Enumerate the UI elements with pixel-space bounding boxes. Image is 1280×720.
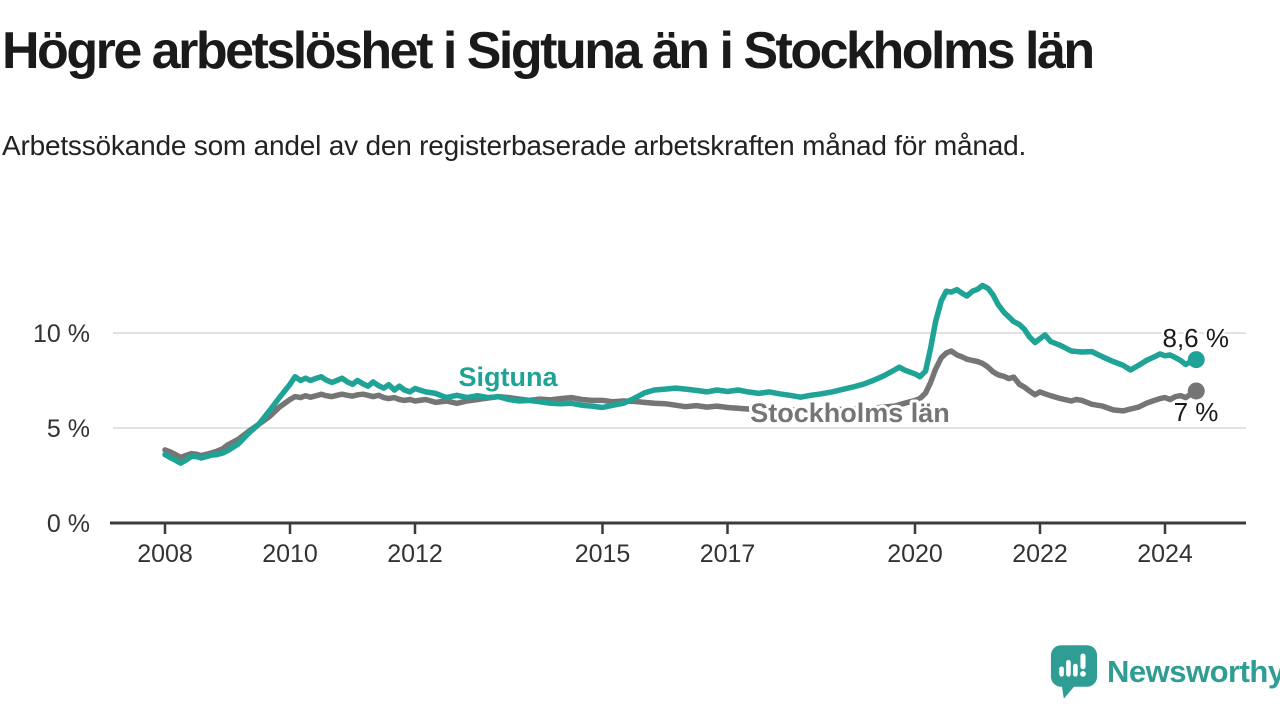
page-title: Högre arbetslöshet i Sigtuna än i Stockh… [2, 22, 1095, 80]
series-label: Stockholms län [750, 398, 950, 428]
y-tick-label: 0 % [47, 510, 90, 538]
logo-bars-icon [1059, 653, 1086, 677]
end-value-label: 7 % [1174, 397, 1219, 427]
x-tick-label: 2010 [262, 540, 318, 568]
x-tick-label: 2020 [887, 540, 943, 568]
x-tick-label: 2008 [137, 540, 193, 568]
newsworthy-logo: Newsworthy [1050, 644, 1280, 700]
x-tick-label: 2017 [700, 540, 756, 568]
series-end-dot [1187, 382, 1205, 400]
brand-name: Newsworthy [1107, 654, 1280, 689]
x-tick-label: 2015 [575, 540, 631, 568]
newsworthy-logo-icon [1050, 645, 1098, 699]
series-line [162, 282, 1200, 466]
x-tick-label: 2024 [1137, 540, 1193, 568]
chart-subtitle: Arbetssökande som andel av den registerb… [2, 130, 1027, 161]
x-tick-label: 2012 [387, 540, 443, 568]
series-line [162, 348, 1200, 461]
y-tick-label: 5 % [47, 415, 90, 443]
y-tick-label: 10 % [33, 320, 90, 348]
x-tick-label: 2022 [1012, 540, 1068, 568]
end-value-label: 8,6 % [1163, 323, 1230, 353]
series-end-dot [1187, 351, 1205, 369]
series-label: Sigtuna [459, 362, 559, 392]
